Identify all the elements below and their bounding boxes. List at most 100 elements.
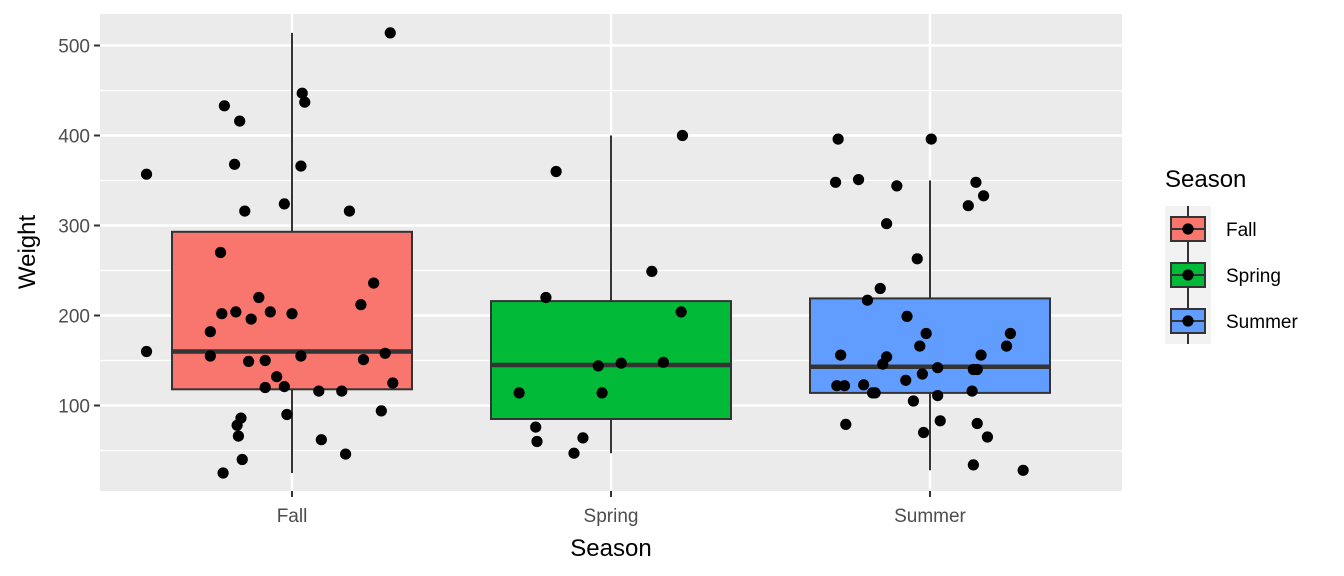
- data-point: [881, 218, 893, 230]
- data-point: [245, 313, 257, 325]
- data-point: [932, 362, 944, 374]
- data-point: [907, 395, 920, 407]
- data-point: [299, 96, 311, 108]
- x-tick-label-summer: Summer: [894, 506, 966, 527]
- data-point: [217, 467, 229, 479]
- y-tick-label: 300: [58, 217, 90, 238]
- y-tick-label: 500: [58, 37, 90, 58]
- data-point: [646, 265, 658, 277]
- data-point: [977, 190, 990, 202]
- y-tick-label: 100: [58, 397, 90, 418]
- legend-entry-summer: Summer: [1170, 298, 1298, 344]
- data-point: [271, 371, 283, 383]
- box-spring: [490, 135, 732, 454]
- data-point: [861, 294, 874, 306]
- data-point: [235, 412, 247, 424]
- data-point: [295, 160, 307, 172]
- legend-entry-fall: Fall: [1170, 206, 1257, 252]
- data-point: [286, 308, 298, 320]
- data-point: [934, 415, 946, 427]
- data-point: [140, 345, 153, 358]
- data-point: [232, 430, 245, 442]
- legend-title: Season: [1165, 166, 1246, 193]
- data-point: [550, 165, 562, 178]
- data-point: [577, 432, 589, 444]
- data-point: [966, 385, 978, 397]
- data-point: [592, 360, 604, 372]
- data-point: [832, 133, 844, 145]
- data-point: [901, 310, 913, 322]
- points-summer: [829, 133, 1029, 476]
- legend: Season Fall Spring Summer: [1165, 166, 1298, 344]
- data-point: [531, 435, 543, 448]
- box-body: [490, 300, 732, 421]
- data-point: [881, 351, 893, 363]
- data-point: [264, 306, 276, 318]
- data-point: [568, 447, 580, 459]
- points-fall: [140, 27, 399, 479]
- data-point: [970, 176, 982, 188]
- data-point: [218, 100, 230, 112]
- y-axis: 100 200 300 400 500: [58, 37, 100, 418]
- data-point: [513, 387, 525, 399]
- data-point: [259, 354, 271, 367]
- x-axis-title: Season: [570, 535, 651, 562]
- data-point: [296, 87, 308, 99]
- data-point: [236, 453, 248, 466]
- data-point: [835, 349, 847, 361]
- boxes: [171, 32, 1051, 473]
- data-point: [676, 129, 689, 142]
- data-point: [914, 340, 926, 352]
- legend-point: [1182, 315, 1194, 327]
- data-point: [1017, 464, 1029, 476]
- data-point: [891, 180, 903, 192]
- legend-point: [1182, 223, 1194, 235]
- data-point: [874, 282, 886, 295]
- data-point: [216, 308, 228, 320]
- points-spring: [513, 129, 689, 459]
- legend-entry-spring: Spring: [1170, 252, 1281, 298]
- data-point: [840, 418, 852, 430]
- data-point: [975, 349, 987, 361]
- data-point: [259, 381, 271, 394]
- data-point: [596, 387, 608, 399]
- legend-point: [1182, 269, 1194, 281]
- data-point: [315, 434, 327, 446]
- data-point: [920, 327, 932, 340]
- data-point: [357, 354, 370, 366]
- data-point: [336, 385, 348, 397]
- data-point: [967, 459, 979, 471]
- data-point: [852, 174, 865, 186]
- data-point: [615, 357, 627, 369]
- x-tick-label-spring: Spring: [584, 506, 639, 527]
- data-point: [911, 253, 923, 265]
- data-point: [530, 421, 542, 433]
- data-point: [313, 385, 325, 397]
- data-point: [214, 246, 227, 259]
- data-point: [339, 448, 352, 460]
- data-point: [387, 377, 399, 389]
- data-point: [278, 381, 290, 393]
- data-point: [900, 374, 912, 386]
- data-point: [981, 431, 994, 443]
- data-point: [838, 380, 851, 392]
- data-point: [829, 176, 842, 188]
- data-point: [204, 326, 216, 338]
- data-point: [140, 168, 153, 180]
- data-point: [858, 379, 870, 391]
- data-point: [962, 200, 974, 212]
- data-point: [368, 277, 380, 289]
- data-point: [243, 355, 255, 367]
- data-point: [869, 387, 881, 399]
- data-point: [1000, 340, 1013, 352]
- legend-label: Spring: [1226, 266, 1281, 287]
- data-point: [355, 299, 367, 311]
- data-point: [253, 291, 265, 304]
- data-point: [379, 347, 391, 359]
- data-point: [228, 158, 241, 170]
- data-point: [831, 380, 843, 392]
- y-tick-label: 400: [58, 127, 90, 148]
- jitter-points: [140, 27, 1029, 479]
- data-point: [278, 198, 290, 210]
